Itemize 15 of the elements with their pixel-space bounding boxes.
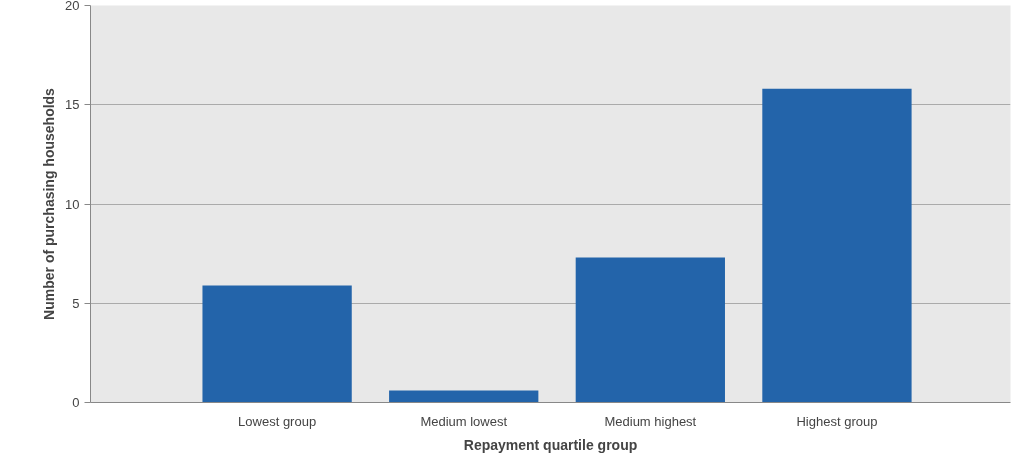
bar [389, 390, 539, 403]
bar [762, 88, 912, 403]
x-tick-label: Highest group [796, 413, 878, 429]
y-tick-label: 10 [65, 196, 80, 212]
y-tick-label: 0 [72, 395, 80, 410]
x-tick-label: Lowest group [238, 413, 317, 429]
x-tick-label: Medium lowest [420, 413, 508, 429]
y-tick-label: 20 [65, 0, 80, 13]
bar [575, 257, 725, 403]
x-axis-title: Repayment quartile group [463, 436, 638, 453]
bar [202, 285, 352, 403]
x-tick-label: Medium highest [604, 413, 697, 429]
y-axis-title: Number of purchasing households [41, 87, 58, 320]
y-tick-label: 15 [65, 97, 80, 113]
y-tick-label: 5 [72, 295, 80, 311]
